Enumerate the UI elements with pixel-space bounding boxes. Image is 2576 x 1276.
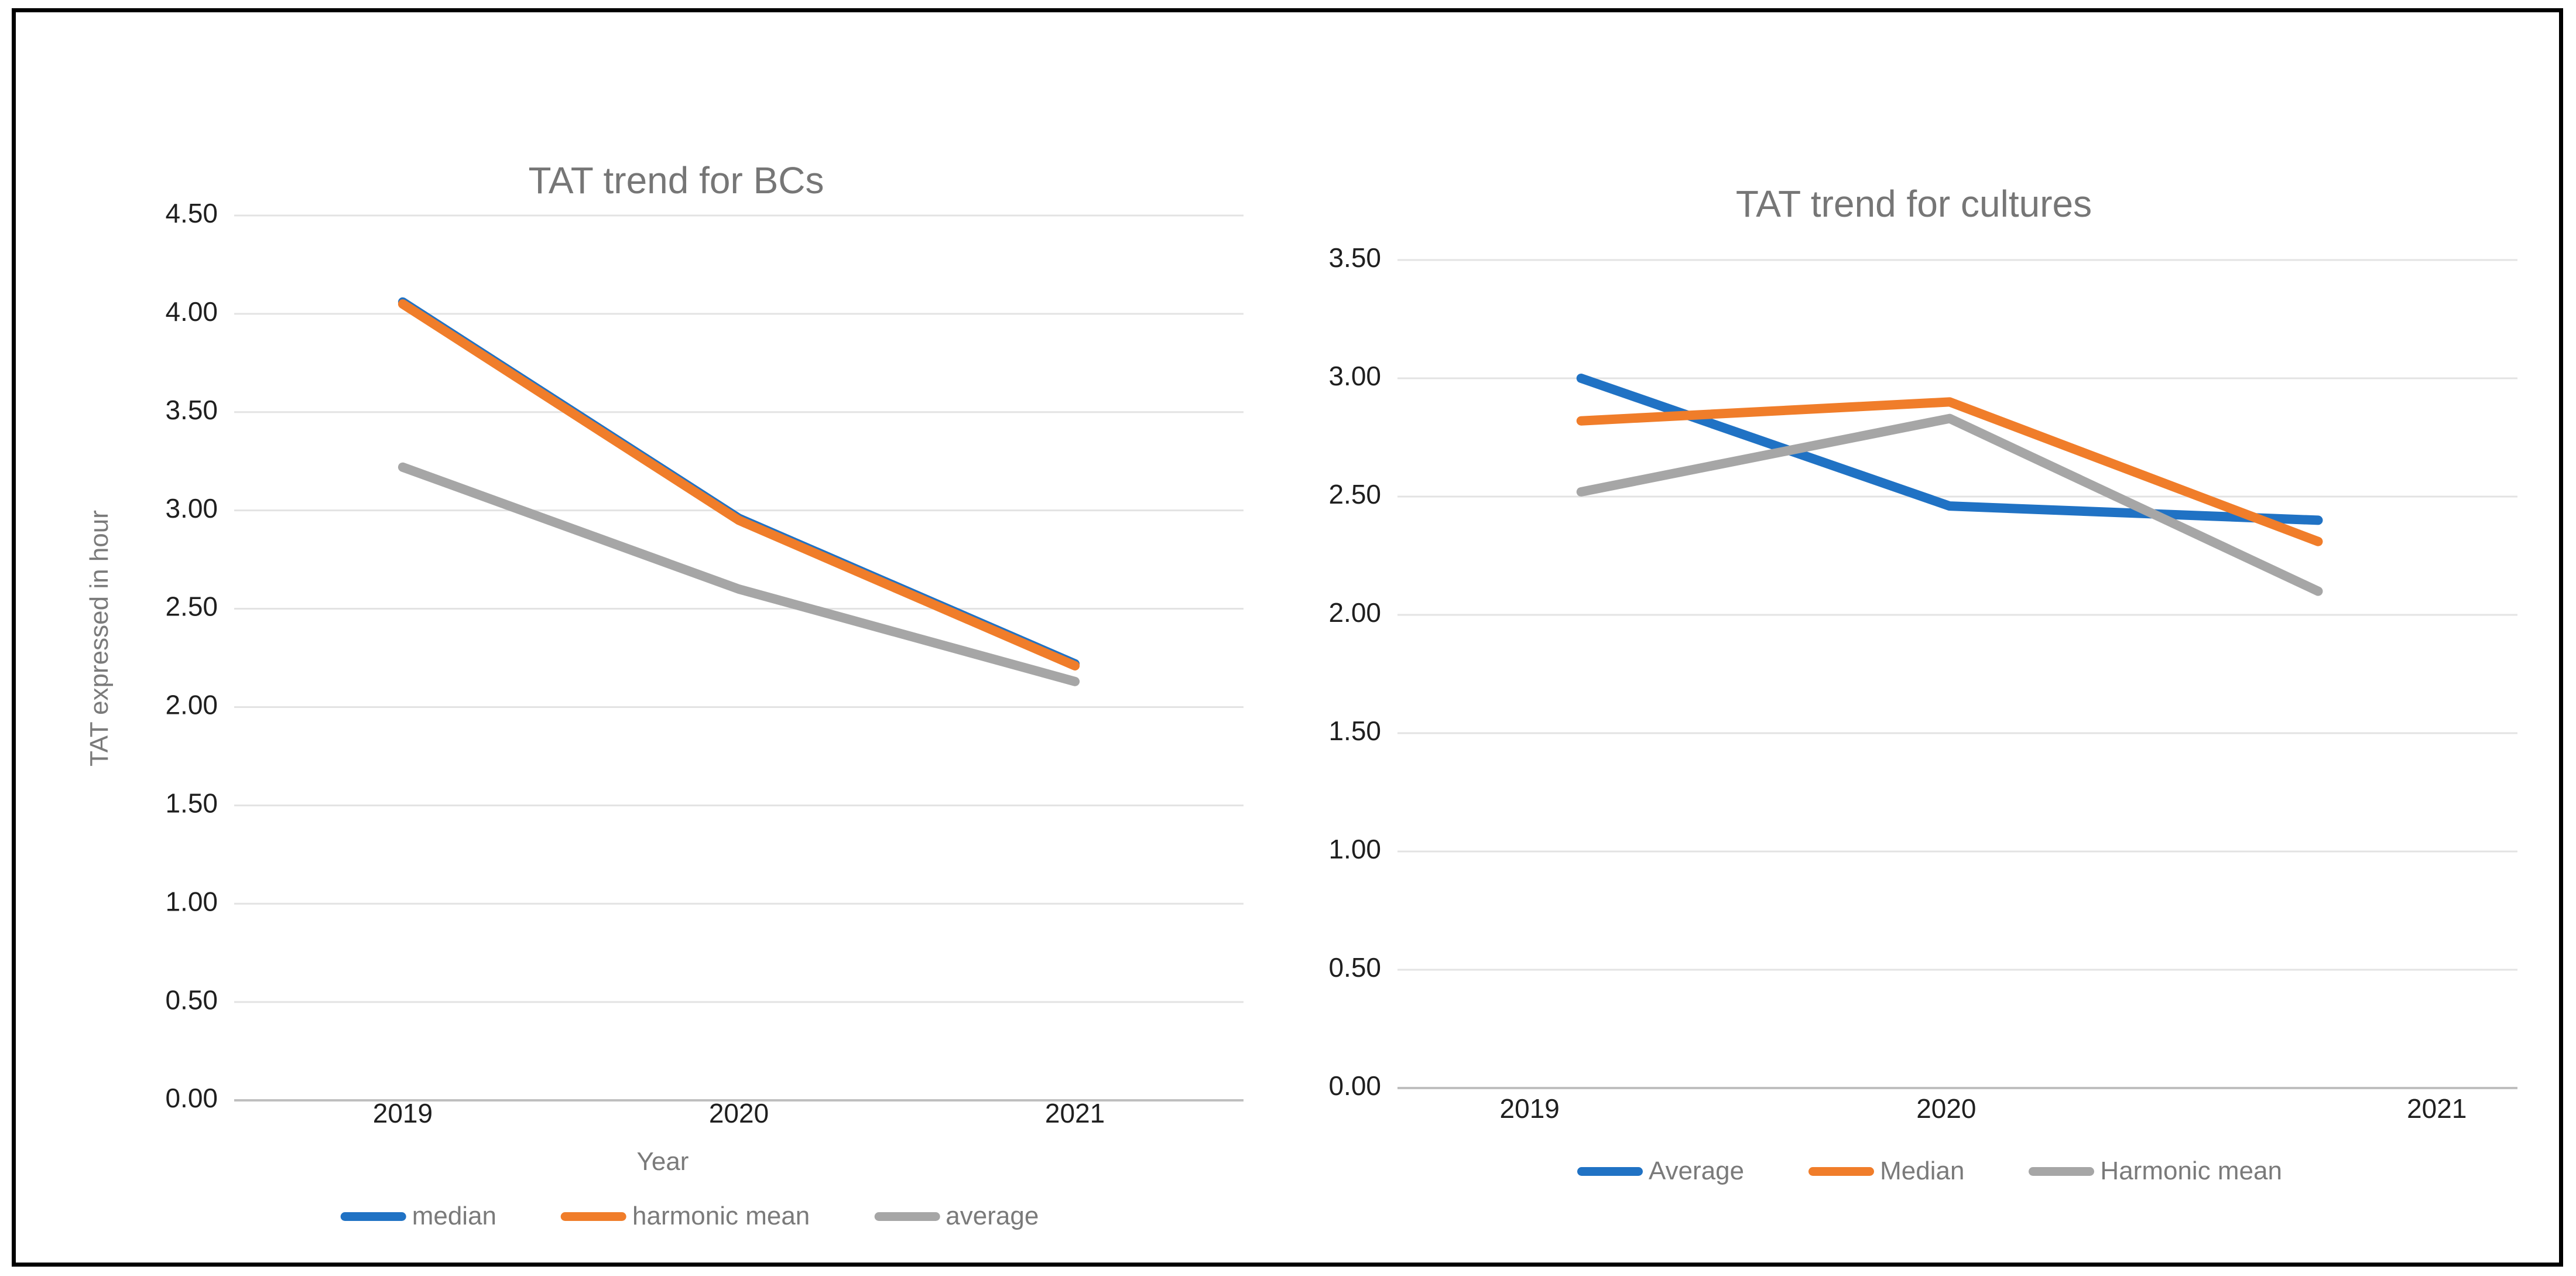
legend-swatch-icon (874, 1212, 940, 1221)
y-tick-label: 1.50 (1328, 716, 1381, 746)
bcs-x-axis-title: Year (636, 1147, 689, 1176)
y-tick-label: 0.50 (165, 984, 218, 1015)
x-tick-label: 2021 (2407, 1093, 2467, 1124)
legend-label: Harmonic mean (2100, 1157, 2282, 1185)
series-line-average (398, 462, 1080, 686)
legend-item: median (340, 1202, 497, 1231)
legend-item: Median (1808, 1157, 1964, 1186)
series-line-average (1576, 374, 2323, 525)
legend-swatch-icon (1808, 1166, 1875, 1176)
legend-item: average (874, 1202, 1039, 1231)
series-line-harmonic-mean (398, 299, 1080, 671)
legend-swatch-icon (561, 1212, 627, 1221)
y-tick-label: 2.00 (165, 690, 218, 720)
y-tick-label: 3.00 (165, 493, 218, 524)
legend-label: Median (1880, 1157, 1965, 1185)
y-tick-label: 0.50 (1328, 952, 1381, 983)
legend-item: Harmonic mean (2029, 1157, 2282, 1186)
legend-label: median (412, 1202, 497, 1230)
x-tick-label: 2019 (1500, 1093, 1560, 1124)
bcs-chart-title: TAT trend for BCs (528, 159, 824, 201)
legend-item: harmonic mean (561, 1202, 810, 1231)
y-tick-label: 2.50 (1328, 479, 1381, 509)
series-line-harmonic-mean (1576, 413, 2323, 596)
y-tick-label: 0.00 (165, 1083, 218, 1113)
y-tick-label: 3.50 (1328, 242, 1381, 273)
y-tick-label: 2.50 (165, 591, 218, 622)
y-tick-label: 2.00 (1328, 597, 1381, 628)
bcs-y-axis-title: TAT expressed in hour (85, 510, 114, 767)
legend-label: harmonic mean (632, 1202, 810, 1230)
y-tick-label: 4.50 (165, 198, 218, 228)
legend-item: Average (1577, 1157, 1744, 1186)
y-tick-label: 3.50 (165, 395, 218, 425)
legend-swatch-icon (340, 1212, 406, 1221)
y-tick-label: 1.00 (1328, 834, 1381, 864)
y-tick-label: 3.00 (1328, 361, 1381, 391)
bcs-legend: median harmonic mean average (340, 1202, 1039, 1231)
y-tick-label: 4.00 (165, 296, 218, 327)
x-tick-label: 2020 (1916, 1093, 1976, 1124)
y-tick-label: 0.00 (1328, 1070, 1381, 1101)
legend-swatch-icon (1577, 1166, 1643, 1176)
cultures-chart-title: TAT trend for cultures (1735, 183, 2092, 225)
cultures-legend: Average Median Harmonic mean (1577, 1157, 2282, 1186)
x-tick-label: 2020 (709, 1098, 769, 1128)
legend-label: Average (1649, 1157, 1745, 1185)
y-tick-label: 1.50 (165, 788, 218, 818)
legend-label: average (946, 1202, 1039, 1230)
x-tick-label: 2021 (1045, 1098, 1105, 1128)
y-tick-label: 1.00 (165, 886, 218, 916)
legend-swatch-icon (2029, 1166, 2095, 1176)
x-tick-label: 2019 (373, 1098, 433, 1128)
series-line-median (1576, 397, 2323, 546)
